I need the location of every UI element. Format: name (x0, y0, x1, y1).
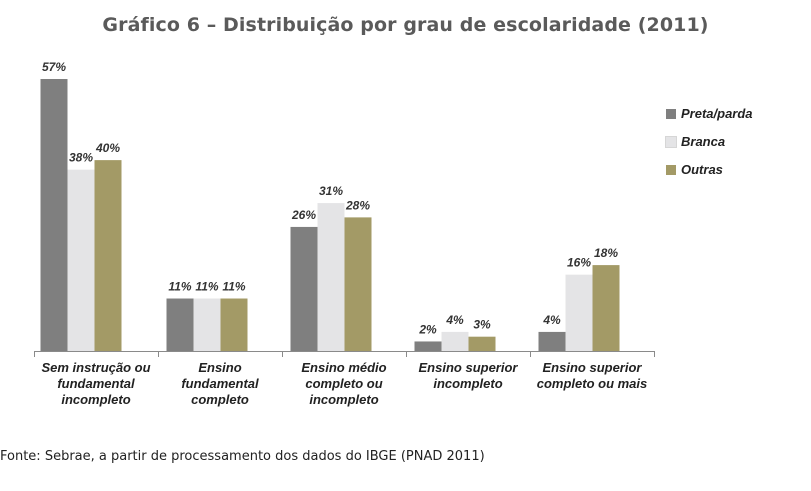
data-label: 2% (418, 322, 437, 336)
category-label-line: incompleto (309, 392, 379, 407)
data-label: 11% (168, 280, 191, 294)
category-label: Sem instrução ou fundamental incompleto (34, 360, 158, 408)
data-label: 18% (594, 246, 618, 260)
category-label-line: Ensino (198, 360, 242, 375)
data-label: 4% (542, 313, 561, 327)
bar (344, 217, 372, 351)
bar (193, 298, 221, 351)
legend-label: Branca (681, 134, 726, 149)
data-label: 28% (345, 198, 370, 212)
data-label: 57% (42, 60, 66, 74)
legend-swatch (665, 135, 677, 148)
legend-label: Preta/parda (681, 106, 753, 121)
legend-item: Outras (666, 160, 753, 179)
category-label-line: Sem instrução ou (41, 360, 151, 375)
legend-item: Preta/parda (666, 104, 753, 123)
category-label-line: Ensino superior (542, 360, 642, 375)
data-label: 4% (445, 313, 464, 327)
legend-swatch (666, 108, 676, 119)
bar (220, 298, 248, 351)
bar (166, 298, 194, 351)
data-label: 31% (319, 184, 343, 198)
data-label: 26% (291, 208, 316, 222)
category-label-line: incompleto (61, 392, 131, 407)
bar (565, 274, 593, 351)
category-label: Ensino fundamental completo (158, 360, 282, 408)
data-label: 11% (222, 280, 245, 294)
data-label: 11% (195, 280, 218, 294)
legend-label: Outras (681, 162, 723, 177)
bar (317, 203, 345, 351)
legend-swatch (666, 164, 676, 175)
source-note: Fonte: Sebrae, a partir de processamento… (0, 449, 485, 464)
category-label-line: fundamental (57, 376, 135, 391)
category-label-line: completo ou (305, 376, 383, 391)
category-label: Ensino superior incompleto (406, 360, 530, 392)
bar (592, 265, 620, 351)
category-label-line: incompleto (433, 376, 503, 391)
category-label-line: completo (191, 392, 249, 407)
category-label-line: Ensino médio (301, 360, 387, 375)
bar (67, 169, 95, 351)
bar (441, 331, 469, 351)
data-label: 38% (69, 151, 93, 165)
bar (290, 226, 318, 351)
category-label-line: Ensino superior (418, 360, 518, 375)
data-label: 16% (567, 256, 591, 270)
legend: Preta/parda Branca Outras (665, 104, 753, 188)
data-label: 3% (473, 318, 491, 332)
bar (538, 331, 566, 351)
category-label: Ensino médio completo ou incompleto (282, 360, 406, 408)
category-label-line: fundamental (181, 376, 259, 391)
bar (94, 160, 122, 351)
data-label: 40% (95, 141, 120, 155)
legend-item: Branca (665, 132, 753, 151)
category-label: Ensino superior completo ou mais (530, 360, 654, 392)
chart-title: Gráfico 6 – Distribuição por grau de esc… (102, 14, 709, 36)
bar (468, 336, 496, 351)
bar (414, 341, 442, 351)
bar (40, 79, 68, 351)
category-label-line: completo ou mais (536, 376, 648, 391)
